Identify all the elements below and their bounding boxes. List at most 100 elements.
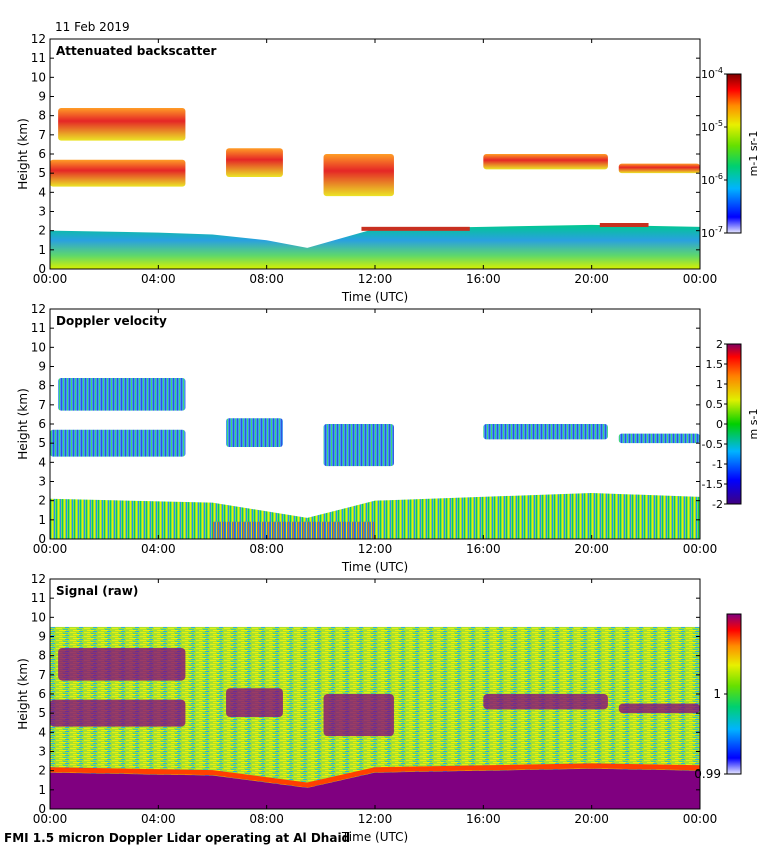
- y-tick-label: 6: [38, 147, 46, 161]
- colorbar-tick-label: -1.5: [702, 478, 723, 491]
- colorbar-tick-label: 10-7: [701, 225, 723, 240]
- colorbar-tick-label: 10-4: [701, 66, 723, 81]
- y-tick-label: 6: [38, 417, 46, 431]
- y-tick-label: 9: [38, 360, 46, 374]
- panel-title: Doppler velocity: [56, 314, 167, 328]
- y-tick-label: 1: [38, 783, 46, 797]
- y-tick-label: 10: [31, 610, 46, 624]
- x-tick-label: 00:00: [683, 272, 718, 286]
- panel-title: Attenuated backscatter: [56, 44, 216, 58]
- x-axis-label: Time (UTC): [341, 290, 408, 304]
- colorbar: [726, 73, 742, 234]
- y-tick-label: 2: [38, 494, 46, 508]
- x-tick-label: 04:00: [141, 542, 176, 556]
- colorbar-tick-label: 1: [713, 687, 721, 701]
- y-tick-label: 3: [38, 745, 46, 759]
- signal-cloud: [323, 694, 394, 737]
- plot-content: [50, 378, 700, 539]
- y-tick-label: 10: [31, 70, 46, 84]
- y-tick-label: 6: [38, 687, 46, 701]
- y-tick-label: 4: [38, 725, 46, 739]
- colorbar-label: m s-1: [747, 409, 760, 440]
- colorbar-tick-label: 1: [716, 378, 723, 391]
- signal-strong-layer: [50, 768, 700, 809]
- y-tick-label: 1: [38, 243, 46, 257]
- signal-cloud: [226, 688, 283, 717]
- x-tick-label: 00:00: [33, 542, 68, 556]
- y-tick-label: 7: [38, 398, 46, 412]
- y-tick-label: 8: [38, 379, 46, 393]
- plot-content: [50, 626, 700, 809]
- cloud-layer: [50, 159, 186, 187]
- cloud-layer: [483, 154, 608, 170]
- colorbar: [726, 343, 742, 505]
- y-axis-label: Height (km): [16, 118, 30, 189]
- velocity-cloud: [50, 429, 186, 457]
- cloud-layer: [323, 154, 394, 197]
- colorbar-tick-label: 1.5: [706, 358, 724, 371]
- colorbar-tick-label: 0.99: [694, 767, 721, 781]
- y-tick-label: 8: [38, 649, 46, 663]
- x-tick-label: 04:00: [141, 272, 176, 286]
- y-tick-label: 0: [38, 802, 46, 816]
- y-tick-label: 9: [38, 630, 46, 644]
- colorbar-tick-label: -2: [712, 498, 723, 511]
- y-axis-label: Height (km): [16, 388, 30, 459]
- x-tick-label: 08:00: [249, 272, 284, 286]
- y-tick-label: 3: [38, 205, 46, 219]
- signal-cloud: [618, 703, 700, 714]
- y-tick-label: 5: [38, 166, 46, 180]
- colorbar-label: m-1 sr-1: [747, 131, 760, 177]
- x-axis-label: Time (UTC): [341, 830, 408, 844]
- x-tick-label: 16:00: [466, 542, 501, 556]
- cloud-layer: [58, 108, 186, 141]
- colorbar-tick-label: 0: [716, 418, 723, 431]
- signal-cloud: [58, 648, 186, 681]
- y-tick-label: 11: [31, 51, 46, 65]
- y-tick-label: 7: [38, 128, 46, 142]
- colorbar: [726, 613, 742, 775]
- y-tick-label: 12: [31, 32, 46, 46]
- x-tick-label: 04:00: [141, 812, 176, 826]
- bl-top-cloud: [599, 223, 649, 227]
- y-tick-label: 0: [38, 262, 46, 276]
- y-tick-label: 5: [38, 436, 46, 450]
- x-tick-label: 00:00: [33, 812, 68, 826]
- cloud-layer: [618, 163, 700, 174]
- y-tick-label: 3: [38, 475, 46, 489]
- signal-cloud: [50, 699, 186, 727]
- y-tick-label: 2: [38, 224, 46, 238]
- velocity-cloud: [323, 424, 394, 467]
- y-tick-label: 0: [38, 532, 46, 546]
- signal-cloud: [483, 694, 608, 710]
- velocity-cloud: [58, 378, 186, 411]
- x-tick-label: 16:00: [466, 812, 501, 826]
- y-tick-label: 4: [38, 185, 46, 199]
- x-tick-label: 00:00: [33, 272, 68, 286]
- x-axis-label: Time (UTC): [341, 560, 408, 574]
- date-label: 11 Feb 2019: [55, 20, 130, 34]
- bl-top-cloud: [361, 226, 470, 231]
- y-tick-label: 1: [38, 513, 46, 527]
- y-tick-label: 11: [31, 591, 46, 605]
- x-tick-label: 12:00: [358, 542, 393, 556]
- velocity-low-level: [212, 521, 375, 539]
- velocity-cloud: [618, 433, 700, 444]
- y-tick-label: 4: [38, 455, 46, 469]
- y-tick-label: 12: [31, 302, 46, 316]
- cloud-layer: [226, 148, 283, 177]
- x-tick-label: 00:00: [683, 812, 718, 826]
- velocity-cloud: [226, 418, 283, 447]
- x-tick-label: 08:00: [249, 542, 284, 556]
- colorbar-tick-label: 10-6: [701, 172, 723, 187]
- y-tick-label: 9: [38, 90, 46, 104]
- y-tick-label: 7: [38, 668, 46, 682]
- x-tick-label: 16:00: [466, 272, 501, 286]
- x-tick-label: 08:00: [249, 812, 284, 826]
- panel-title: Signal (raw): [56, 584, 138, 598]
- y-axis-label: Height (km): [16, 658, 30, 729]
- colorbar-tick-label: 0.5: [706, 398, 724, 411]
